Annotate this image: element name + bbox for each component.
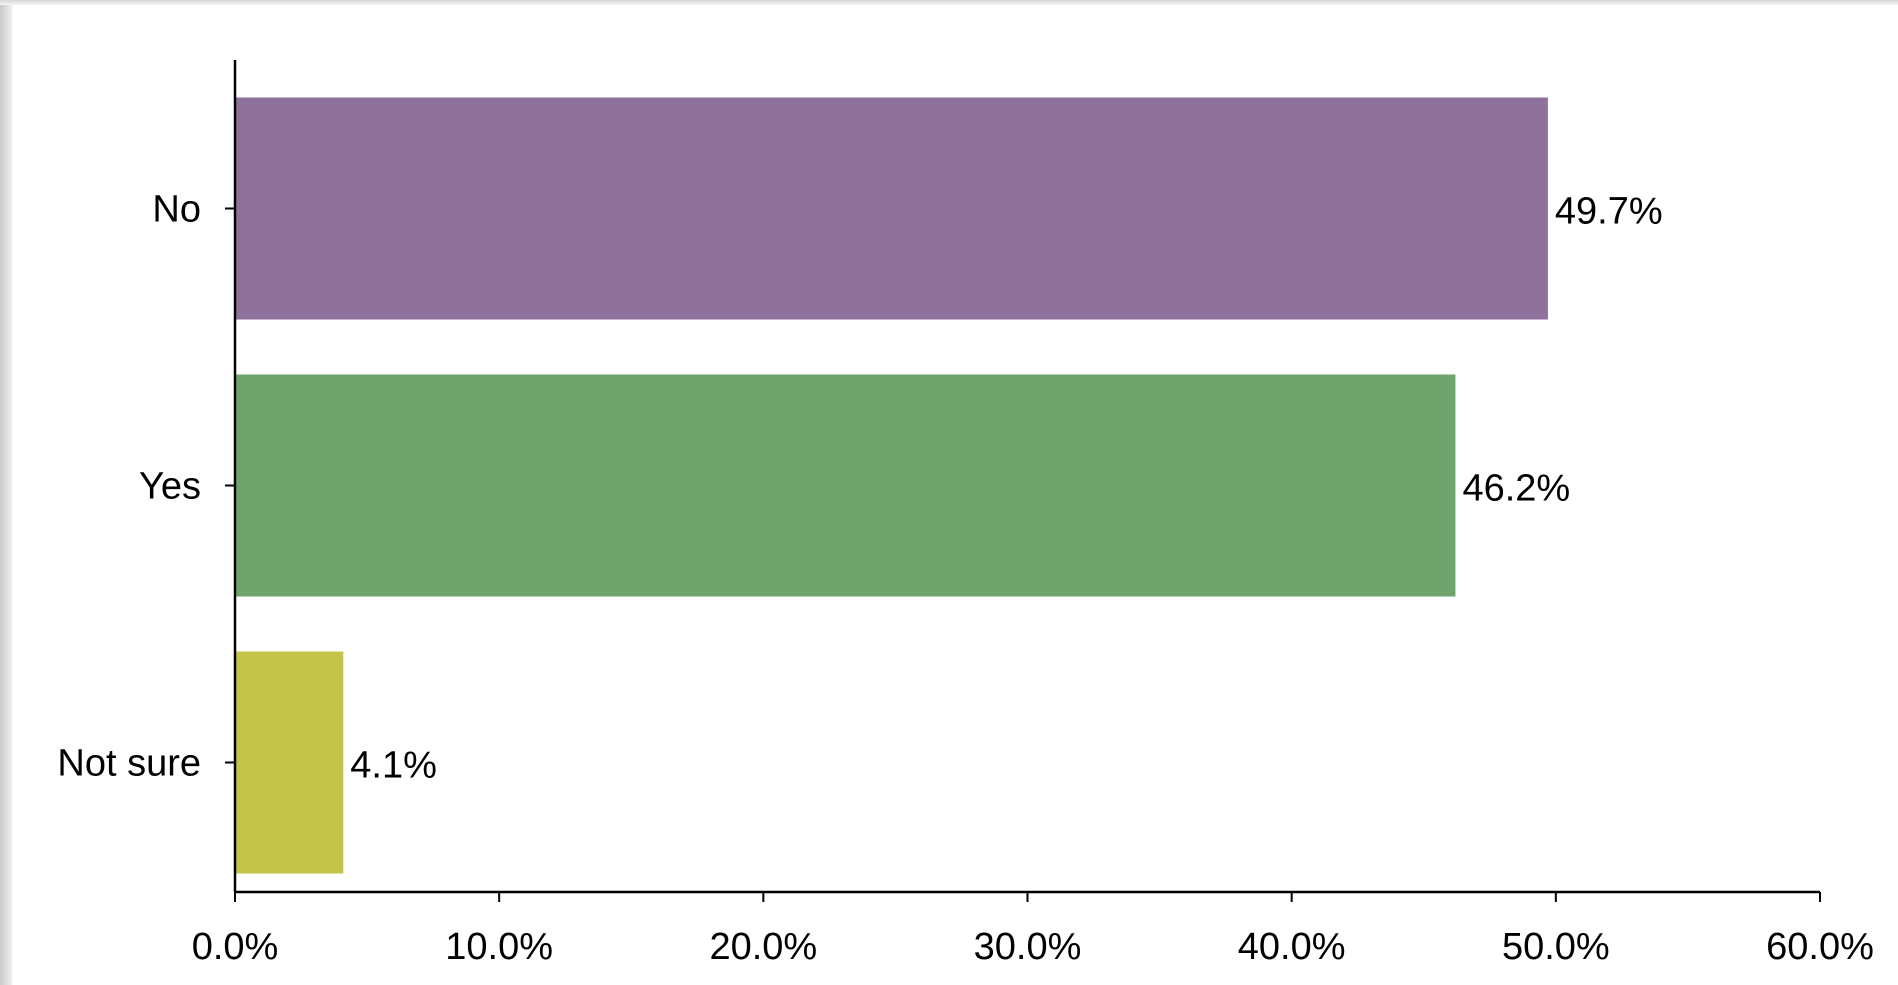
x-tick-label: 0.0% <box>192 926 279 968</box>
x-tick-label: 20.0% <box>709 926 817 968</box>
data-label: 4.1% <box>350 745 437 787</box>
category-label: Not sure <box>57 743 201 785</box>
category-label: No <box>152 189 201 231</box>
bar-not-sure <box>235 651 344 874</box>
data-label: 46.2% <box>1462 468 1570 510</box>
bar-no <box>235 97 1548 320</box>
x-tick-label: 60.0% <box>1766 926 1874 968</box>
x-tick-label: 30.0% <box>974 926 1082 968</box>
category-label: Yes <box>139 466 201 508</box>
data-label: 49.7% <box>1555 191 1663 233</box>
x-tick-label: 10.0% <box>445 926 553 968</box>
bar-yes <box>235 374 1456 597</box>
x-tick-label: 40.0% <box>1238 926 1346 968</box>
x-tick-label: 50.0% <box>1502 926 1610 968</box>
